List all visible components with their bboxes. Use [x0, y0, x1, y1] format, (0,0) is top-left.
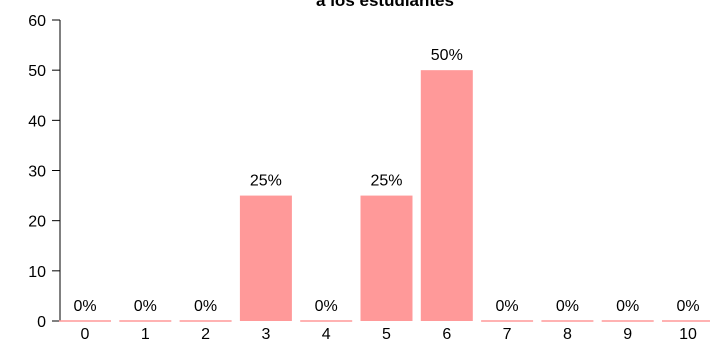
bar	[420, 70, 473, 322]
bar	[239, 195, 292, 321]
y-tick-label: 30	[28, 164, 46, 181]
y-axis: 0 10 20 30 40 50 60	[28, 13, 61, 331]
x-tick-label: 7	[503, 326, 512, 343]
x-axis-labels: 0 1 2 3 4 5 6 7 8 9 10	[81, 326, 697, 343]
x-tick-label: 6	[442, 326, 451, 343]
x-tick-label: 5	[382, 326, 391, 343]
x-tick-label: 3	[261, 326, 270, 343]
bar-data-label: 0%	[496, 298, 519, 315]
bar-data-label: 0%	[676, 298, 699, 315]
bar-data-label: 0%	[134, 298, 157, 315]
x-tick-label: 4	[322, 326, 331, 343]
y-tick-label: 40	[28, 113, 46, 130]
bar-data-label: 25%	[250, 173, 282, 190]
bar-data-label: 0%	[73, 298, 96, 315]
bar-data-label: 25%	[370, 173, 402, 190]
bars	[59, 70, 710, 322]
x-tick-label: 10	[679, 326, 697, 343]
bar-data-label: 0%	[556, 298, 579, 315]
bar	[360, 195, 413, 321]
x-tick-label: 8	[563, 326, 572, 343]
bar-data-label: 0%	[616, 298, 639, 315]
bar-labels: 0% 0% 0% 25% 0% 25% 50% 0% 0% 0% 0%	[73, 47, 699, 315]
x-tick-label: 2	[201, 326, 210, 343]
x-tick-label: 9	[623, 326, 632, 343]
y-tick-label: 50	[28, 63, 46, 80]
x-tick-label: 0	[81, 326, 90, 343]
bar-data-label: 0%	[194, 298, 217, 315]
y-tick-label: 0	[37, 314, 46, 331]
y-tick-label: 60	[28, 13, 46, 30]
y-tick-label: 10	[28, 264, 46, 281]
x-tick-label: 1	[141, 326, 150, 343]
bar-data-label: 0%	[315, 298, 338, 315]
y-tick-label: 20	[28, 214, 46, 231]
bar-data-label: 50%	[431, 47, 463, 64]
chart-title: a los estudiantes	[316, 0, 454, 10]
